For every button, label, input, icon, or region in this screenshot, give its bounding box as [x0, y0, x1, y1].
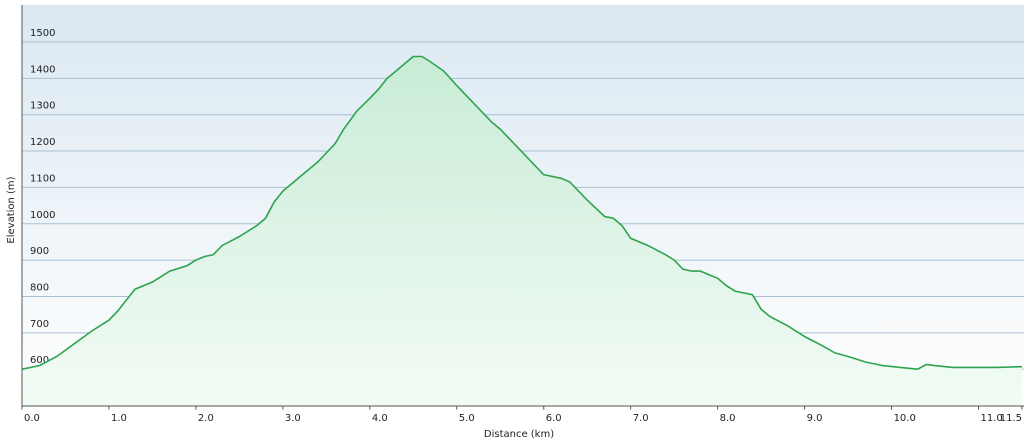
y-tick-label: 900 [30, 246, 49, 257]
x-tick-label: 11.5 [1000, 413, 1022, 424]
y-tick-label: 1000 [30, 210, 55, 221]
y-tick-label: 1400 [30, 64, 55, 75]
x-tick-label: 7.0 [633, 413, 649, 424]
x-tick-label: 10.0 [894, 413, 916, 424]
x-tick-label: 11.0 [981, 413, 1003, 424]
x-tick-label: 5.0 [459, 413, 475, 424]
y-tick-label: 1300 [30, 101, 55, 112]
y-tick-label: 700 [30, 319, 49, 330]
x-tick-label: 2.0 [198, 413, 214, 424]
y-tick-label: 1100 [30, 173, 55, 184]
y-axis-label: Elevation (m) [6, 176, 17, 243]
y-tick-label: 1200 [30, 137, 55, 148]
x-tick-label: 6.0 [546, 413, 562, 424]
x-tick-label: 3.0 [285, 413, 301, 424]
x-tick-label: 0.0 [24, 413, 40, 424]
y-tick-label: 1500 [30, 28, 55, 39]
x-tick-label: 4.0 [372, 413, 388, 424]
y-tick-label: 600 [30, 355, 49, 366]
x-tick-label: 1.0 [111, 413, 127, 424]
elevation-line [21, 55, 1023, 371]
x-axis-label: Distance (km) [484, 429, 554, 440]
x-tick-label: 8.0 [720, 413, 736, 424]
y-tick-label: 800 [30, 283, 49, 294]
x-tick-label: 9.0 [807, 413, 823, 424]
